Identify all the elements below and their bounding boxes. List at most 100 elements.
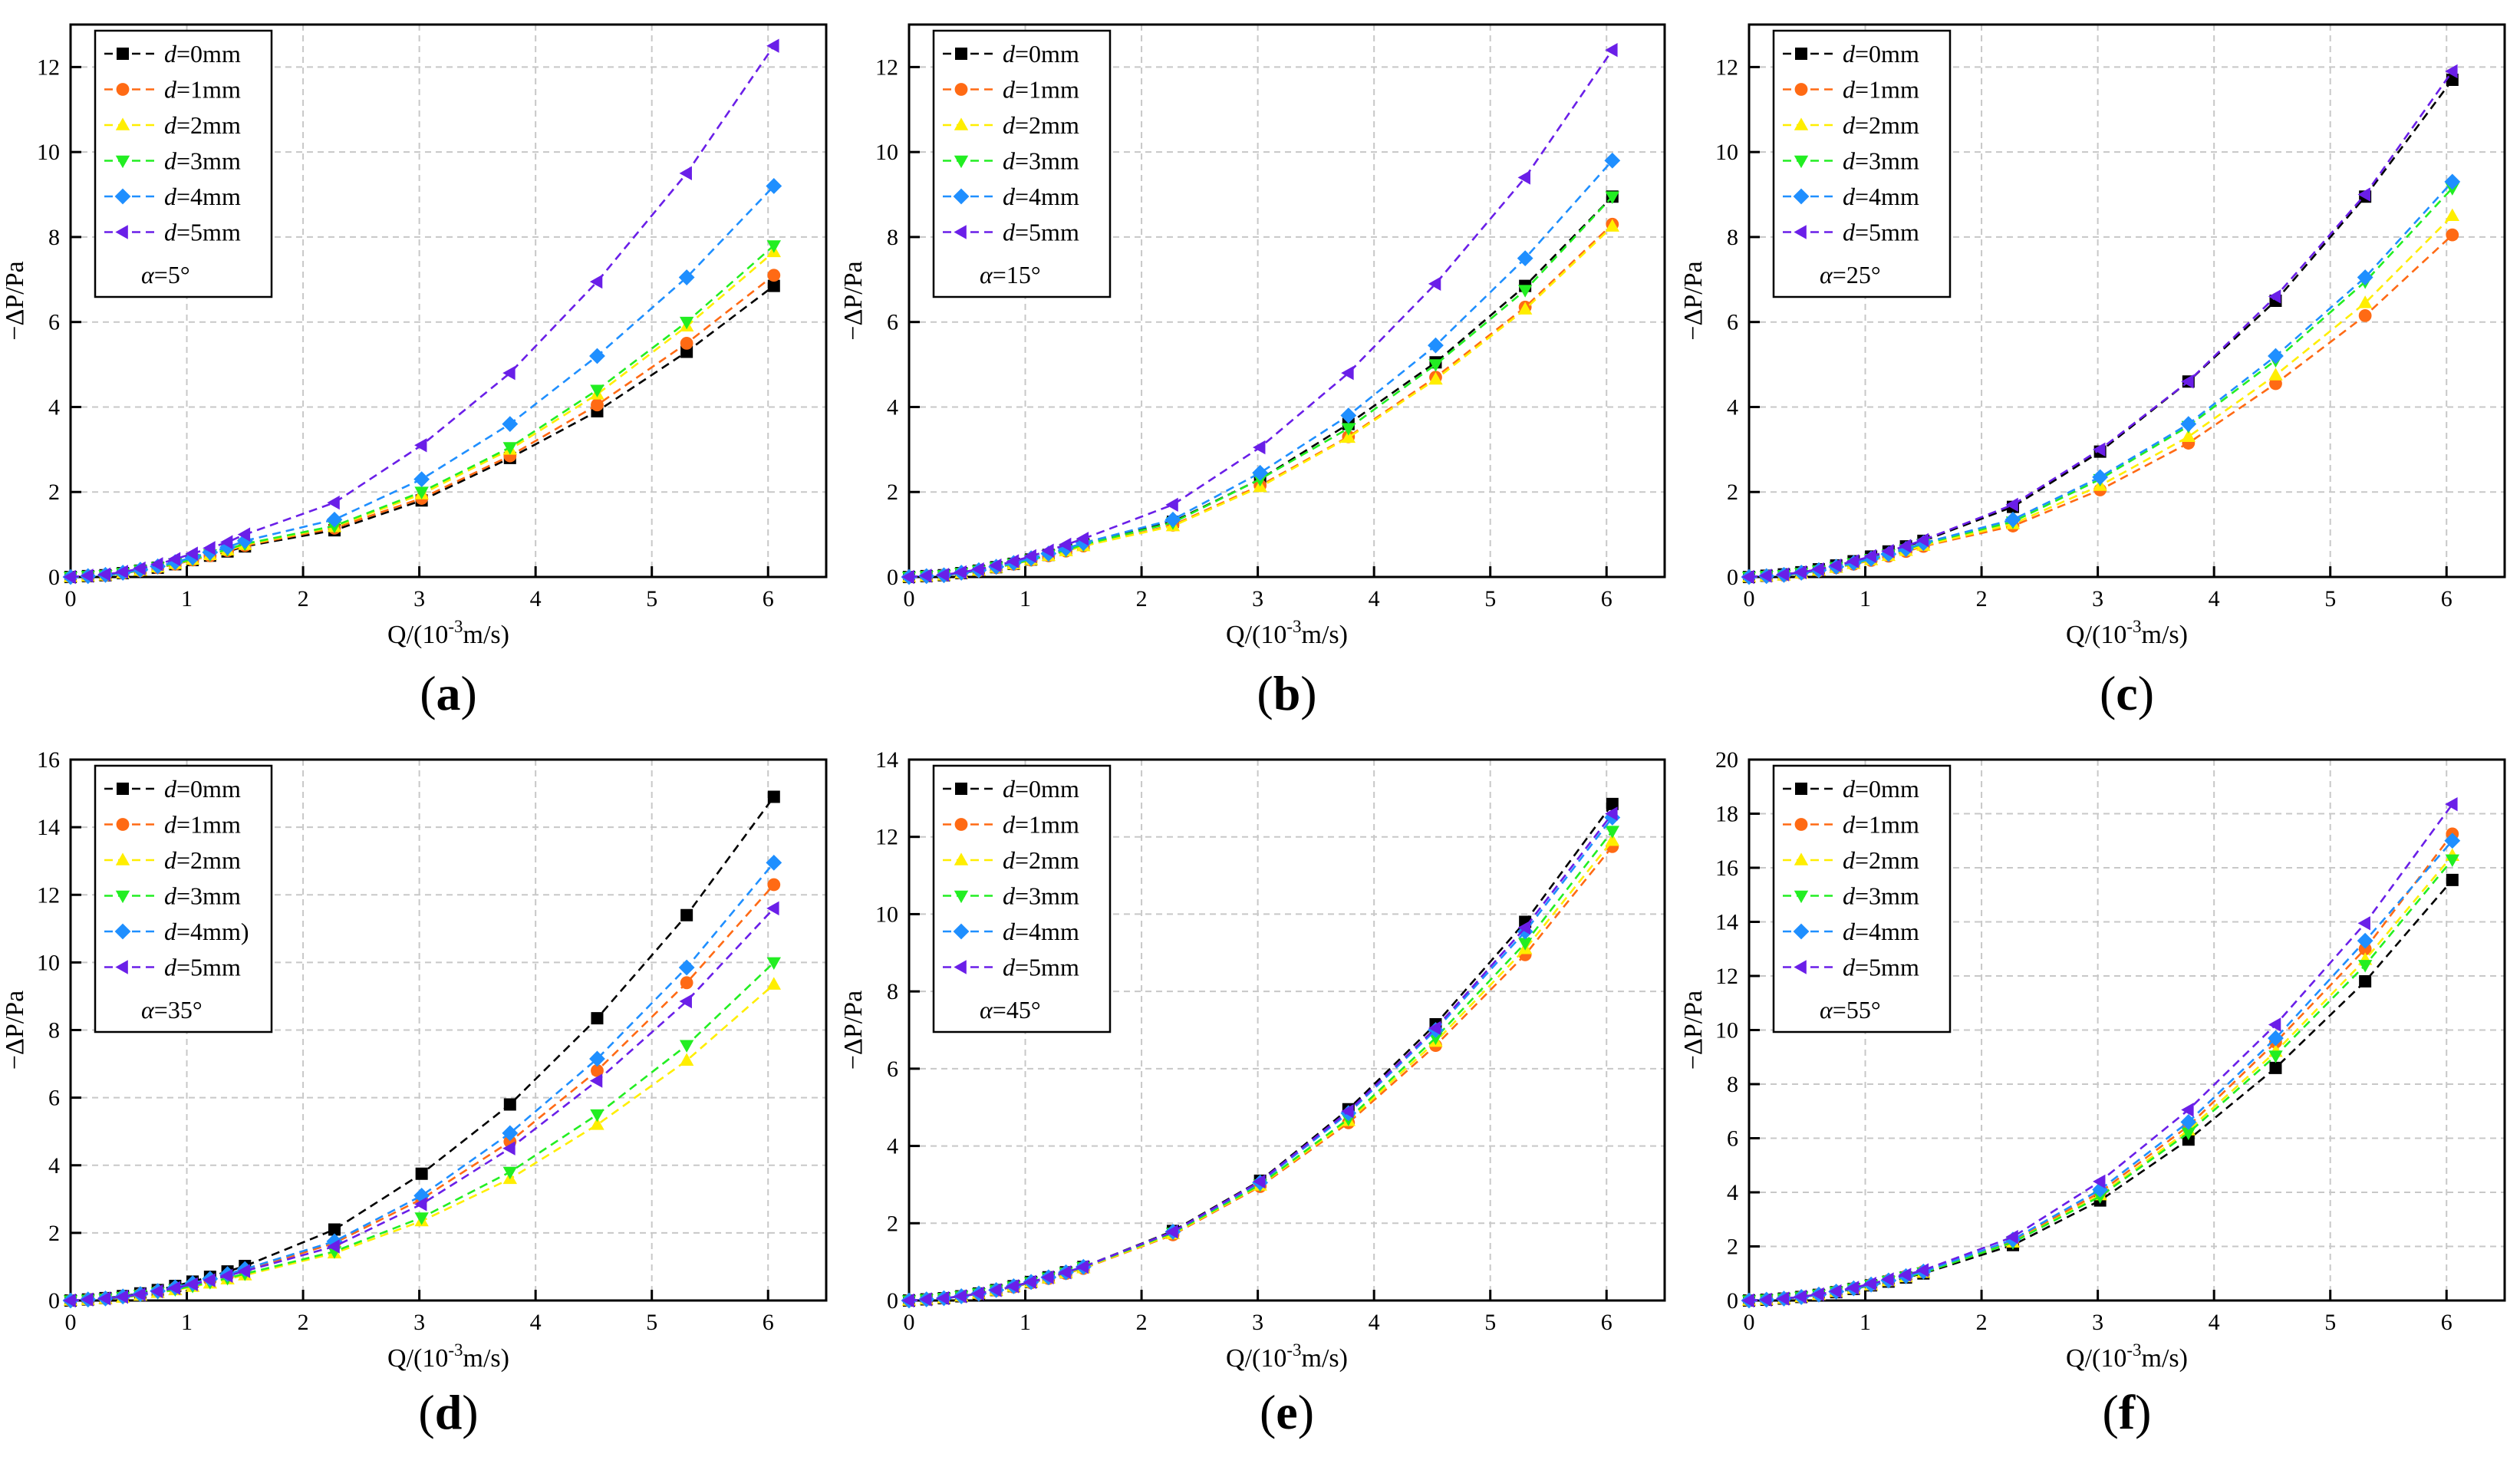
data-point xyxy=(589,348,605,364)
data-point xyxy=(1863,1276,1876,1291)
data-point xyxy=(2445,208,2460,222)
data-point xyxy=(1759,1292,1772,1307)
data-point xyxy=(767,790,780,803)
y-axis-label: −ΔP/Pa xyxy=(839,261,868,340)
y-tick-label: 4 xyxy=(48,394,60,420)
data-point xyxy=(150,1284,163,1299)
legend-marker xyxy=(1794,960,1807,974)
legend: d=0mm d=1mm d=2mm d=3mm d=4mm d=5mm α=25° xyxy=(1772,29,1952,298)
x-tick-label: 3 xyxy=(413,586,425,612)
y-tick-label: 6 xyxy=(887,310,898,335)
data-point xyxy=(2093,1174,2106,1189)
data-point xyxy=(1023,1274,1036,1290)
data-point xyxy=(1829,558,1842,573)
y-tick-label: 10 xyxy=(37,950,60,975)
data-point xyxy=(589,274,603,289)
y-tick-label: 2 xyxy=(48,480,60,505)
legend-label: d=1mm xyxy=(1843,811,1919,839)
data-point xyxy=(1916,532,1929,548)
data-point xyxy=(989,558,1002,573)
series-d-5mm xyxy=(63,901,779,1308)
data-point xyxy=(2357,187,2370,202)
y-tick-label: 16 xyxy=(1715,855,1738,881)
panel-label: (d) xyxy=(418,1385,478,1439)
data-point xyxy=(2181,1103,2194,1117)
y-tick-label: 6 xyxy=(1727,310,1738,335)
legend-marker xyxy=(115,117,130,130)
data-point xyxy=(679,1053,694,1066)
y-axis-label: −ΔP/Pa xyxy=(1,991,29,1070)
data-point xyxy=(327,495,340,510)
data-point xyxy=(1164,511,1181,528)
data-point xyxy=(2180,416,2197,433)
legend-marker xyxy=(114,923,131,940)
legend-label: d=1mm xyxy=(164,811,241,839)
legend-marker xyxy=(1794,117,1809,130)
legend-marker xyxy=(1794,852,1809,865)
x-tick-label: 5 xyxy=(646,586,657,612)
data-point xyxy=(2357,916,2370,931)
data-point xyxy=(81,569,94,583)
data-point xyxy=(1165,497,1178,513)
y-tick-label: 0 xyxy=(887,565,898,590)
data-point xyxy=(954,565,967,580)
legend-marker xyxy=(114,188,131,205)
y-axis-label: −ΔP/Pa xyxy=(1679,991,1708,1070)
data-point xyxy=(767,878,781,892)
series-line xyxy=(70,251,775,579)
data-point xyxy=(2181,429,2196,443)
y-tick-label: 0 xyxy=(887,1288,898,1314)
grid xyxy=(909,760,1665,1301)
legend-marker xyxy=(955,783,967,795)
data-point xyxy=(1023,549,1036,564)
data-point xyxy=(2092,469,2109,486)
data-point xyxy=(2268,1050,2283,1063)
data-point xyxy=(1517,250,1533,267)
x-tick-label: 2 xyxy=(298,1310,309,1335)
data-point xyxy=(590,1109,604,1123)
data-point xyxy=(219,1268,233,1284)
data-point xyxy=(2358,308,2372,322)
data-point xyxy=(766,854,782,871)
data-point xyxy=(1253,1174,1266,1189)
y-tick-label: 6 xyxy=(48,310,60,335)
x-tick-label: 0 xyxy=(1744,586,1755,612)
y-tick-label: 4 xyxy=(887,1134,898,1159)
data-point xyxy=(1517,285,1533,298)
data-point xyxy=(2268,348,2284,364)
data-point xyxy=(1341,430,1356,443)
x-tick-label: 4 xyxy=(2209,1310,2220,1335)
x-tick-label: 5 xyxy=(2324,1310,2336,1335)
legend-label: d=2mm xyxy=(1843,846,1919,874)
x-tick-label: 1 xyxy=(1860,1310,1871,1335)
data-point xyxy=(502,365,516,381)
data-point xyxy=(1794,565,1807,580)
data-point xyxy=(2181,1127,2196,1141)
y-tick-label: 0 xyxy=(1727,565,1738,590)
data-point xyxy=(1517,938,1533,951)
y-tick-label: 10 xyxy=(875,140,898,165)
data-point xyxy=(1605,833,1620,846)
series-line xyxy=(70,285,775,579)
data-point xyxy=(2357,932,2373,949)
data-point xyxy=(591,1063,604,1077)
data-point xyxy=(1881,1272,1894,1287)
data-point xyxy=(1898,1268,1912,1282)
data-point xyxy=(901,569,914,585)
y-tick-label: 12 xyxy=(1715,964,1738,989)
data-point xyxy=(680,908,693,921)
legend-marker xyxy=(954,155,969,169)
legend-marker xyxy=(953,188,970,205)
x-axis-label: Q/(10-3m/s) xyxy=(1226,617,1348,649)
data-point xyxy=(2268,289,2281,304)
legend: d=0mm d=1mm d=2mm d=3mm d=4mm d=5mm α=15° xyxy=(932,29,1112,298)
x-tick-label: 5 xyxy=(2324,586,2336,612)
legend-label: d=3mm xyxy=(1003,882,1079,910)
plot-frame xyxy=(908,23,1666,579)
legend: d=0mm d=1mm d=2mm d=3mm d=4mm d=5mm α=45° xyxy=(932,764,1112,1033)
data-point xyxy=(167,552,181,566)
x-tick-label: 3 xyxy=(413,1310,425,1335)
legend-label: d=2mm xyxy=(1843,111,1919,139)
y-tick-label: 8 xyxy=(887,225,898,250)
legend-label: d=1mm xyxy=(164,76,241,104)
